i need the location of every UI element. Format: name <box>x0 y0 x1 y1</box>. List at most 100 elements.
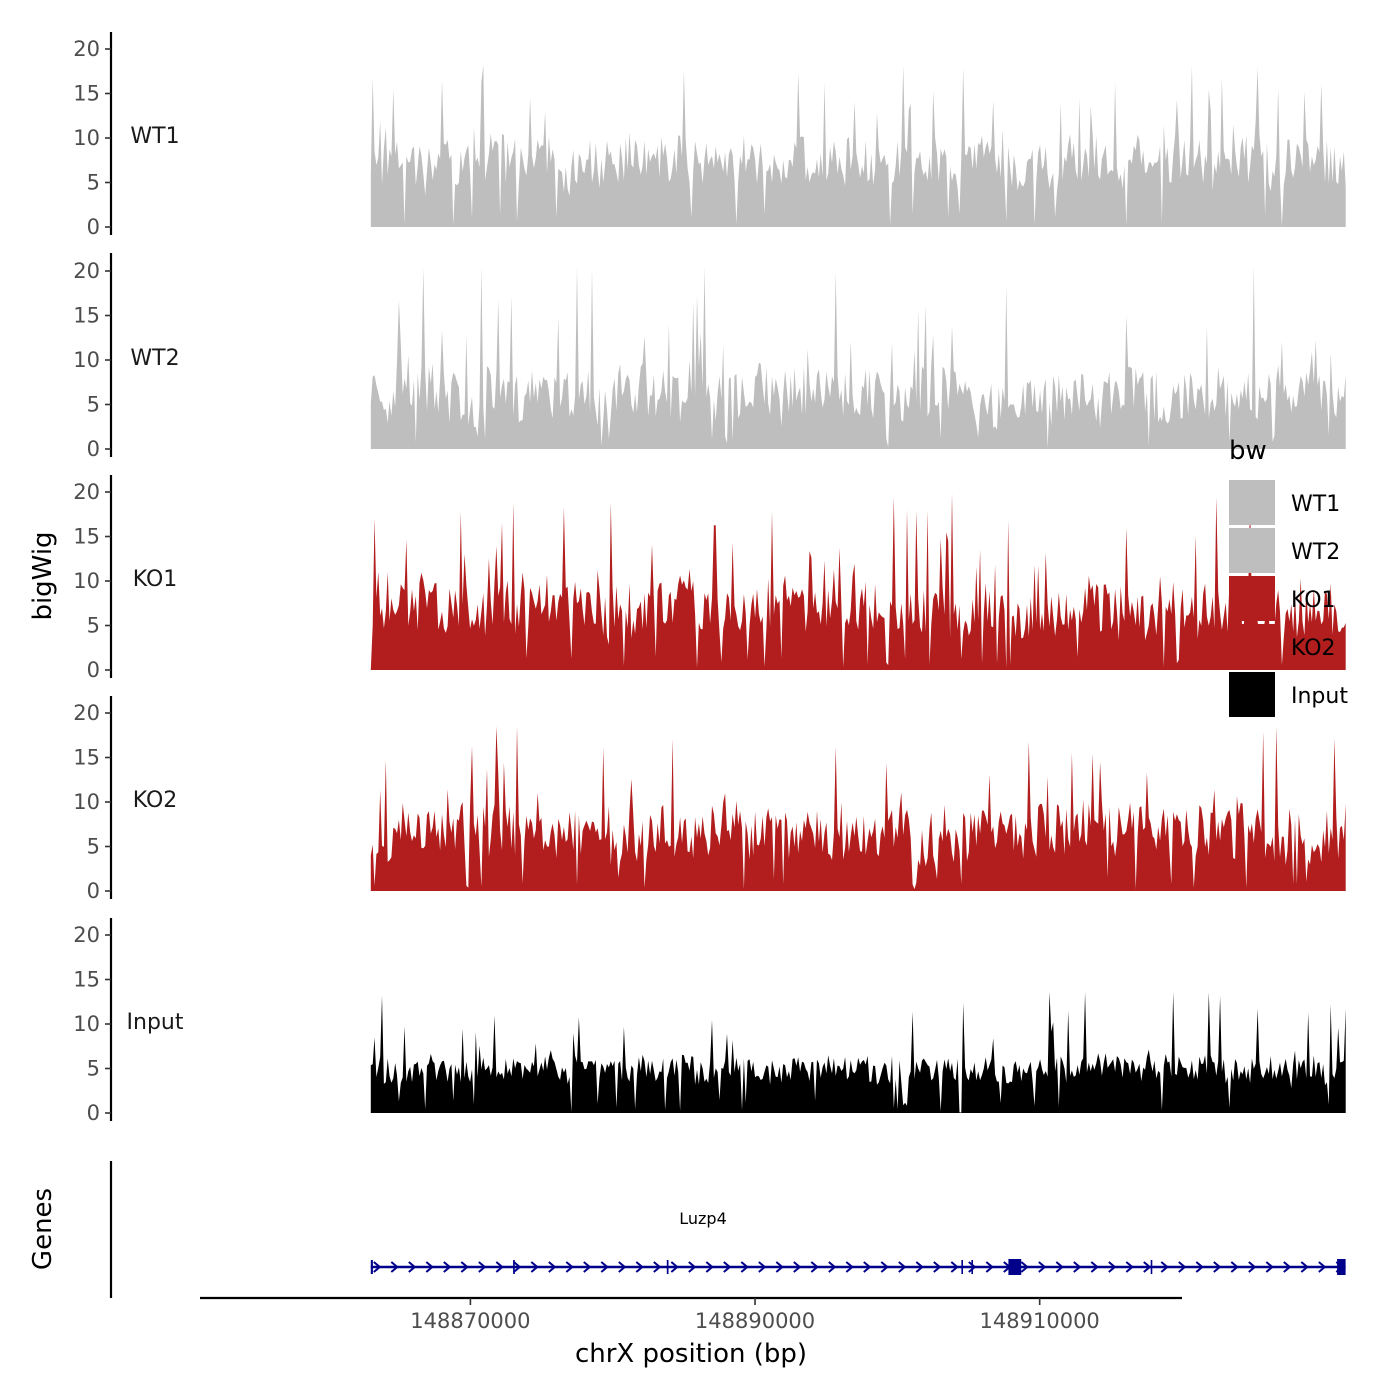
track-label: KO1 <box>133 567 178 592</box>
y-axis-title: bigWig <box>28 531 58 620</box>
track-label: WT1 <box>130 124 179 149</box>
legend-label-ko2: KO2 <box>1291 636 1336 661</box>
x-tick-label: 148870000 <box>410 1309 530 1333</box>
x-axis-title: chrX position (bp) <box>575 1339 807 1369</box>
track-wt2: 0 5 10 15 20 WT2 <box>73 253 1346 461</box>
y-tick-label: 0 <box>87 879 100 903</box>
strand-arrow <box>775 1261 784 1273</box>
signal-area-ko1 <box>370 493 1346 670</box>
y-tick-label: 10 <box>73 126 100 150</box>
strand-arrow <box>1230 1261 1239 1273</box>
gene-exon <box>1008 1259 1022 1275</box>
strand-arrow <box>898 1261 907 1273</box>
strand-arrow <box>635 1261 644 1273</box>
strand-arrow <box>933 1261 942 1273</box>
strand-arrow <box>425 1261 434 1273</box>
y-tick-label: 5 <box>87 835 100 859</box>
strand-arrow <box>1143 1261 1152 1273</box>
strand-arrow <box>1213 1261 1222 1273</box>
strand-arrow <box>583 1261 592 1273</box>
strand-arrow <box>565 1261 574 1273</box>
y-tick-label: 15 <box>73 525 100 549</box>
gene-model <box>370 1259 1346 1275</box>
y-tick-label: 5 <box>87 393 100 417</box>
gene-exon <box>513 1260 515 1274</box>
strand-arrow <box>880 1261 889 1273</box>
x-axis: 148870000 148890000 148910000 chrX positio… <box>200 1296 1182 1369</box>
strand-arrow <box>1090 1261 1099 1273</box>
strand-arrow <box>723 1261 732 1273</box>
strand-arrow <box>1020 1261 1029 1273</box>
strand-arrow <box>1073 1261 1082 1273</box>
strand-arrow <box>1318 1261 1327 1273</box>
gene-panel: Genes Luzp4 <box>28 1161 1346 1298</box>
signal-area-wt1 <box>370 65 1346 227</box>
strand-arrow <box>460 1261 469 1273</box>
legend-key-wt1 <box>1229 480 1275 525</box>
y-tick-label: 15 <box>73 82 100 106</box>
strand-arrow <box>1248 1261 1257 1273</box>
gene-panel-title: Genes <box>28 1188 58 1270</box>
track-input: 0 5 10 15 20 Input <box>73 918 1346 1125</box>
strand-arrow <box>1195 1261 1204 1273</box>
y-tick-label: 10 <box>73 790 100 814</box>
legend-label-wt1: WT1 <box>1291 492 1340 517</box>
y-tick-label: 0 <box>87 658 100 682</box>
legend-label-input: Input <box>1291 684 1348 709</box>
strand-arrow <box>845 1261 854 1273</box>
legend-key-wt2 <box>1229 528 1275 573</box>
strand-arrow <box>810 1261 819 1273</box>
y-tick-label: 10 <box>73 1012 100 1036</box>
strand-arrow <box>600 1261 609 1273</box>
x-axis-ticks: 148870000 148890000 148910000 <box>410 1298 1100 1333</box>
strand-arrow <box>513 1261 522 1273</box>
gene-exon <box>971 1260 973 1274</box>
y-tick-label: 0 <box>87 1101 100 1125</box>
y-tick-label: 20 <box>73 701 100 725</box>
strand-arrow <box>1178 1261 1187 1273</box>
gene-exon <box>370 1260 373 1274</box>
strand-arrow <box>915 1261 924 1273</box>
legend-label-wt2: WT2 <box>1291 540 1340 565</box>
strand-arrow <box>863 1261 872 1273</box>
strand-arrow <box>758 1261 767 1273</box>
y-tick-label: 20 <box>73 259 100 283</box>
legend-label-ko1: KO1 <box>1291 588 1336 613</box>
strand-arrow <box>793 1261 802 1273</box>
strand-arrow <box>1038 1261 1047 1273</box>
strand-arrow <box>390 1261 399 1273</box>
y-tick-label: 0 <box>87 437 100 461</box>
strand-arrow <box>653 1261 662 1273</box>
strand-arrow <box>985 1261 994 1273</box>
signal-area-wt2 <box>370 266 1346 449</box>
strand-arrow <box>530 1261 539 1273</box>
y-tick-label: 20 <box>73 37 100 61</box>
gene-exon <box>666 1260 669 1274</box>
y-tick-label: 10 <box>73 348 100 372</box>
track-ko2: 0 5 10 15 20 KO2 <box>73 696 1346 903</box>
bigwig-tracks: 0 5 10 15 20 WT1 0 5 10 15 20 WT2 0 5 10 15 20 KO1 0 5 10 15 2… <box>73 32 1346 1125</box>
y-tick-label: 5 <box>87 1057 100 1081</box>
legend-key-ko2 <box>1229 624 1275 669</box>
y-tick-label: 15 <box>73 304 100 328</box>
strand-arrow <box>968 1261 977 1273</box>
legend-key-input <box>1229 672 1275 717</box>
gene-exon <box>961 1260 963 1274</box>
track-label: Input <box>127 1010 184 1035</box>
strand-arrow <box>670 1261 679 1273</box>
strand-arrow <box>443 1261 452 1273</box>
gene-label: Luzp4 <box>679 1209 727 1228</box>
x-tick-label: 148890000 <box>695 1309 815 1333</box>
strand-arrow <box>1125 1261 1134 1273</box>
strand-arrow <box>950 1261 959 1273</box>
strand-arrow <box>618 1261 627 1273</box>
strand-arrow <box>495 1261 504 1273</box>
gene-exon <box>1150 1260 1153 1274</box>
y-tick-label: 15 <box>73 968 100 992</box>
strand-arrow <box>705 1261 714 1273</box>
strand-arrow <box>373 1261 382 1273</box>
y-tick-label: 20 <box>73 480 100 504</box>
strand-arrow <box>548 1261 557 1273</box>
signal-area-ko2 <box>370 726 1346 891</box>
